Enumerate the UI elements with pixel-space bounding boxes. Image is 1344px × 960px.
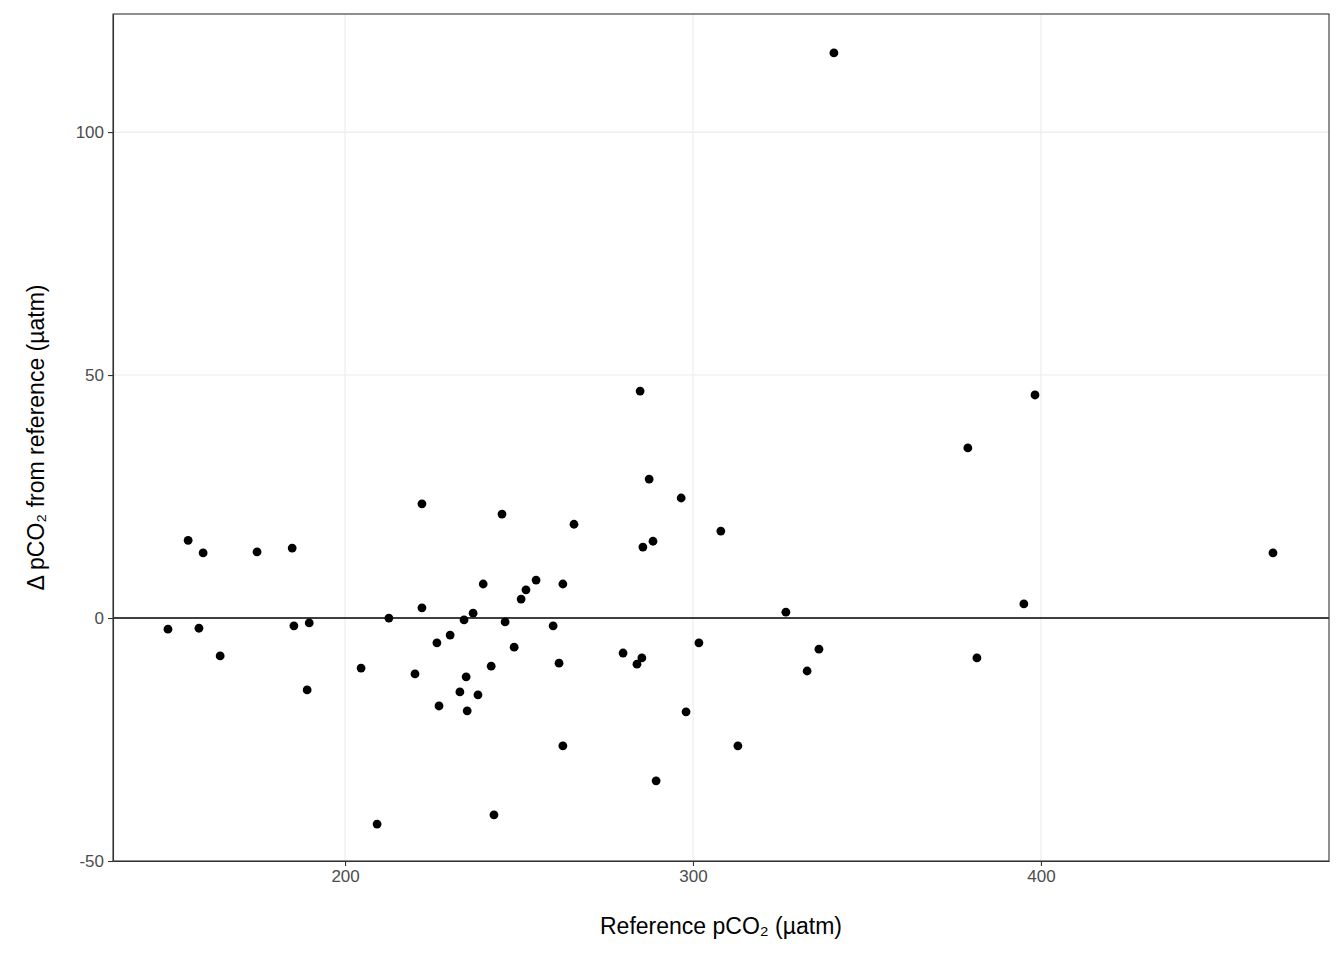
x-axis-title: Reference pCO₂ (µatm) <box>600 913 842 939</box>
point <box>357 664 366 673</box>
grid-line-x <box>1040 14 1041 861</box>
tick-label: 300 <box>679 867 707 886</box>
points <box>164 48 1278 828</box>
point <box>558 580 567 589</box>
point <box>695 638 704 647</box>
point <box>638 543 647 552</box>
point <box>716 527 725 536</box>
point <box>253 548 262 557</box>
point <box>418 603 427 612</box>
tick-mark <box>108 618 113 619</box>
tick: 400 <box>1027 861 1055 886</box>
point <box>446 631 455 640</box>
point <box>803 667 812 676</box>
tick-mark <box>108 375 113 376</box>
grid <box>113 14 1329 861</box>
tick-label: -50 <box>79 852 104 871</box>
point <box>781 608 790 617</box>
tick: 0 <box>95 609 113 628</box>
tick: -50 <box>79 852 113 871</box>
point <box>216 652 225 661</box>
grid-line-y <box>113 132 1329 133</box>
y-axis-title: Δ pCO₂ from reference (µatm) <box>23 285 49 591</box>
grid-line-x <box>692 14 693 861</box>
y-axis: -50 0 50 100 <box>76 15 114 871</box>
tick-label: 0 <box>95 609 104 628</box>
point <box>479 580 488 589</box>
point <box>455 687 464 696</box>
point <box>303 686 312 695</box>
point <box>469 609 478 618</box>
point <box>555 659 564 668</box>
point <box>435 702 444 711</box>
point <box>164 625 173 634</box>
point <box>815 645 824 654</box>
point <box>517 595 526 604</box>
tick-label: 100 <box>76 123 104 142</box>
point <box>549 621 558 630</box>
tick: 50 <box>85 366 113 385</box>
point <box>522 585 531 594</box>
tick-label: 200 <box>331 867 359 886</box>
point <box>490 810 499 819</box>
point <box>462 672 471 681</box>
axis-line <box>114 861 1330 862</box>
tick-mark <box>345 861 346 866</box>
point <box>963 444 972 453</box>
point <box>195 624 204 633</box>
grid-line-y <box>113 617 1329 618</box>
point <box>570 520 579 529</box>
point <box>682 707 691 716</box>
grid-line-x <box>345 14 346 861</box>
tick: 100 <box>76 123 113 142</box>
tick: 200 <box>331 861 359 886</box>
chart: 200 300 400 -50 0 50 100 Reference pCO₂ (µatm) Δ… <box>0 0 1344 960</box>
point <box>433 638 442 647</box>
point <box>1031 391 1040 400</box>
point <box>558 741 567 750</box>
point <box>498 510 507 519</box>
point <box>290 621 299 630</box>
point <box>501 618 510 627</box>
point <box>1019 600 1028 609</box>
reference-line <box>113 617 1329 618</box>
point <box>619 649 628 658</box>
tick-label: 400 <box>1027 867 1055 886</box>
point <box>199 549 208 558</box>
point <box>385 614 394 623</box>
point <box>487 662 496 671</box>
tick-mark <box>693 861 694 866</box>
point <box>184 536 193 545</box>
point <box>677 494 686 503</box>
grid-line-y <box>113 375 1329 376</box>
point <box>373 820 382 829</box>
plot-area: 200 300 400 -50 0 50 100 <box>76 14 1330 886</box>
point <box>532 576 541 585</box>
panel-border <box>113 14 1329 861</box>
tick-mark <box>1041 861 1042 866</box>
point <box>305 618 314 627</box>
tick-mark <box>108 132 113 133</box>
point <box>972 653 981 662</box>
point <box>636 387 645 396</box>
point <box>733 741 742 750</box>
point <box>474 690 483 699</box>
point <box>645 475 654 484</box>
tick-mark <box>108 861 113 862</box>
point <box>652 776 661 785</box>
point <box>463 706 472 715</box>
tick-label: 50 <box>85 366 104 385</box>
point <box>1269 549 1278 558</box>
point <box>510 643 519 652</box>
tick: 300 <box>679 861 707 886</box>
point <box>418 499 427 508</box>
point <box>460 616 469 625</box>
point <box>649 537 658 546</box>
point <box>830 48 839 57</box>
point <box>637 653 646 662</box>
x-axis: 200 300 400 <box>114 861 1330 886</box>
axis-line <box>113 15 114 862</box>
point <box>411 670 420 679</box>
point <box>288 544 297 553</box>
